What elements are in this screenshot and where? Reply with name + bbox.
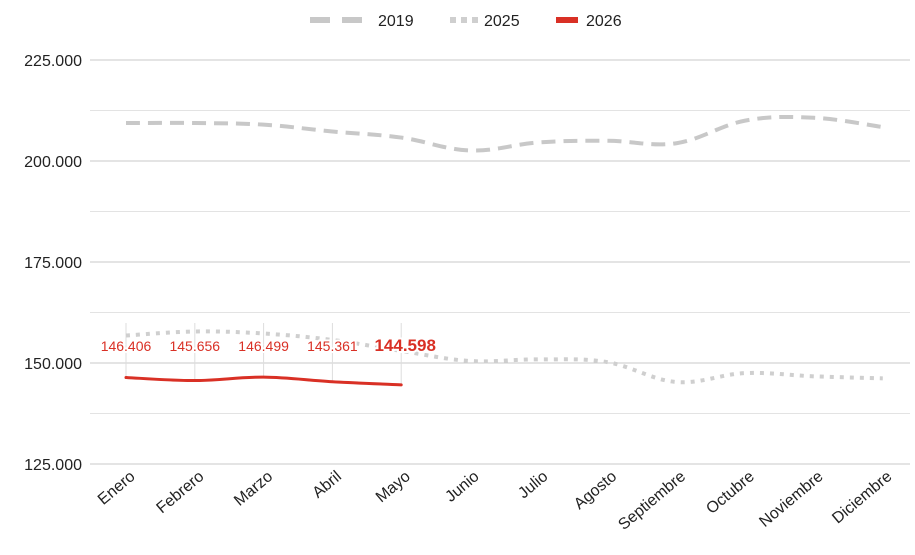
legend-label: 2019: [378, 13, 414, 30]
x-tick-label: Junio: [442, 468, 482, 506]
series-line-2019: [125, 114, 884, 153]
data-label: 146.406: [101, 338, 152, 354]
legend-item-2026: 2026: [556, 13, 622, 30]
x-tick-label: Agosto: [571, 468, 620, 513]
legend-item-2025: 2025: [450, 13, 520, 30]
y-tick-label: 175.000: [24, 255, 82, 272]
data-label: 146.499: [238, 338, 289, 354]
series-line-2025: [125, 329, 883, 385]
x-tick-label: Septiembre: [615, 468, 689, 534]
grid: [90, 59, 910, 465]
y-tick-label: 150.000: [24, 356, 82, 373]
x-axis: Enero Febrero Marzo Abril Mayo Junio Julio Agos…: [95, 468, 896, 534]
y-tick-label: 125.000: [24, 457, 82, 474]
x-tick-label: Julio: [515, 468, 551, 502]
data-label: 145.656: [169, 338, 220, 354]
x-tick-label: Octubre: [703, 468, 758, 518]
x-tick-label: Noviembre: [756, 468, 826, 531]
x-tick-label: Abril: [310, 468, 345, 502]
y-tick-label: 200.000: [24, 154, 82, 171]
x-tick-label: Diciembre: [829, 468, 895, 527]
legend-label: 2025: [484, 13, 520, 30]
y-tick-label: 225.000: [24, 53, 82, 70]
data-label: 145.361: [307, 338, 358, 354]
series-layer: [124, 114, 884, 387]
x-tick-label: Mayo: [373, 468, 414, 506]
series-line-2026: [124, 375, 403, 387]
legend-label: 2026: [586, 13, 622, 30]
data-label: 144.598: [374, 336, 435, 355]
data-labels: 146.406 145.656 146.499 145.361 144.598: [99, 334, 438, 357]
x-tick-label: Marzo: [231, 468, 276, 510]
legend-item-2019: 2019: [310, 13, 414, 30]
legend: 2019 2025 2026: [310, 13, 622, 30]
x-tick-label: Febrero: [154, 468, 208, 517]
x-tick-label: Enero: [95, 468, 139, 509]
y-axis: 125.000 150.000 175.000 200.000 225.000: [24, 53, 82, 474]
